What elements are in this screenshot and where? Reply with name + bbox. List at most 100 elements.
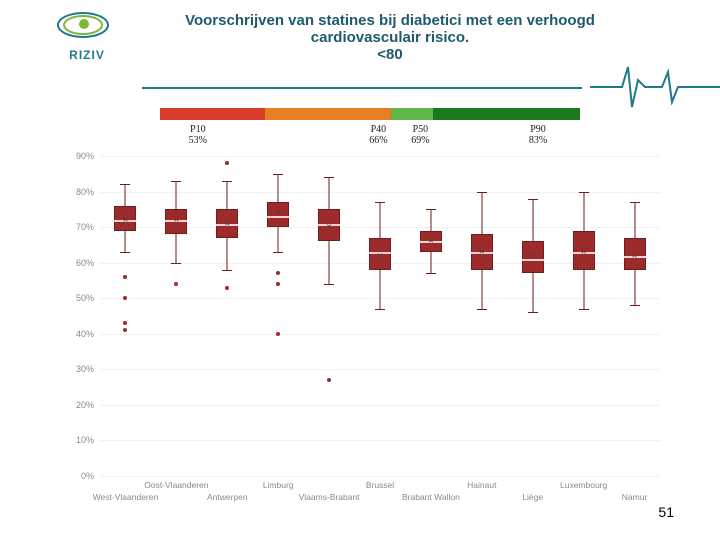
y-tick-label: 60%	[60, 258, 94, 268]
x-tick-label: Antwerpen	[207, 492, 248, 502]
x-tick-label: Vlaams-Brabant	[299, 492, 360, 502]
logo-mark-icon	[57, 12, 117, 44]
mean-marker: ×	[326, 222, 332, 233]
y-tick-label: 70%	[60, 222, 94, 232]
x-tick-label: Brussel	[366, 480, 394, 490]
whisker-cap	[273, 174, 283, 175]
y-tick-label: 50%	[60, 293, 94, 303]
whisker-cap	[171, 263, 181, 264]
legend-label: P1053%	[189, 124, 207, 146]
y-tick-label: 0%	[60, 471, 94, 481]
mean-marker: ×	[479, 247, 485, 258]
legend-segment	[160, 108, 265, 120]
outlier	[174, 282, 178, 286]
whisker-cap	[375, 202, 385, 203]
riziv-logo: RIZIV	[42, 12, 132, 82]
slide-title: Voorschrijven van statines bij diabetici…	[180, 12, 600, 63]
whisker-cap	[630, 202, 640, 203]
page-number: 51	[658, 504, 674, 520]
y-tick-label: 40%	[60, 329, 94, 339]
outlier	[225, 161, 229, 165]
outlier	[123, 296, 127, 300]
box-group: ×	[405, 156, 456, 476]
x-tick-label: Limburg	[263, 480, 294, 490]
whisker-cap	[222, 270, 232, 271]
whisker-cap	[324, 177, 334, 178]
legend-label: P5069%	[411, 124, 429, 146]
x-tick-label: Luxembourg	[560, 480, 607, 490]
box-group: ×	[100, 156, 151, 476]
outlier	[276, 332, 280, 336]
mean-marker: ×	[530, 250, 536, 261]
whisker-cap	[426, 209, 436, 210]
legend-segment	[265, 108, 391, 120]
whisker-cap	[528, 312, 538, 313]
box-group: ×	[151, 156, 202, 476]
outlier	[123, 275, 127, 279]
whisker-cap	[426, 273, 436, 274]
box-group: ×	[456, 156, 507, 476]
box-group: ×	[253, 156, 304, 476]
whisker-cap	[630, 305, 640, 306]
title-line-3: <80	[180, 46, 600, 63]
ecg-decoration-icon	[590, 62, 720, 112]
y-tick-label: 90%	[60, 151, 94, 161]
percentile-color-band	[160, 108, 580, 120]
mean-marker: ×	[173, 215, 179, 226]
x-tick-label: Liège	[522, 492, 543, 502]
mean-marker: ×	[377, 250, 383, 261]
whisker-cap	[375, 309, 385, 310]
whisker-cap	[477, 192, 487, 193]
mean-marker: ×	[632, 250, 638, 261]
logo-text: RIZIV	[69, 48, 105, 62]
box-group: ×	[202, 156, 253, 476]
legend-segment	[433, 108, 580, 120]
y-tick-label: 10%	[60, 435, 94, 445]
x-tick-label: Brabant Wallon	[402, 492, 460, 502]
title-line-2: cardiovasculair risico.	[180, 29, 600, 46]
whisker-cap	[120, 252, 130, 253]
mean-marker: ×	[428, 236, 434, 247]
whisker-cap	[171, 181, 181, 182]
mean-marker: ×	[224, 218, 230, 229]
whisker-cap	[120, 184, 130, 185]
whisker-cap	[528, 199, 538, 200]
x-axis-labels: West-VlaanderenOost-VlaanderenAntwerpenL…	[100, 478, 660, 512]
x-tick-label: West-Vlaanderen	[93, 492, 159, 502]
legend-label: P9083%	[529, 124, 547, 146]
mean-marker: ×	[275, 207, 281, 218]
title-line-1: Voorschrijven van statines bij diabetici…	[180, 12, 600, 29]
whisker-cap	[579, 192, 589, 193]
legend-segment	[391, 108, 433, 120]
x-tick-label: Namur	[622, 492, 648, 502]
whisker-cap	[477, 309, 487, 310]
y-tick-label: 20%	[60, 400, 94, 410]
outlier	[123, 321, 127, 325]
header-underline	[142, 87, 582, 89]
box-group: ×	[507, 156, 558, 476]
y-tick-label: 30%	[60, 364, 94, 374]
box-group: ×	[355, 156, 406, 476]
legend-label: P4066%	[369, 124, 387, 146]
whisker-cap	[579, 309, 589, 310]
whisker-cap	[222, 181, 232, 182]
outlier	[327, 378, 331, 382]
outlier	[225, 286, 229, 290]
box-group: ×	[304, 156, 355, 476]
x-tick-label: Hainaut	[467, 480, 496, 490]
x-tick-label: Oost-Vlaanderen	[144, 480, 208, 490]
mean-marker: ×	[122, 215, 128, 226]
whisker-cap	[273, 252, 283, 253]
box-group: ×	[558, 156, 609, 476]
outlier	[123, 328, 127, 332]
whisker-cap	[324, 284, 334, 285]
outlier	[276, 282, 280, 286]
plot-area: × × × × × × × × × × ×	[100, 156, 660, 476]
mean-marker: ×	[581, 247, 587, 258]
gridline	[100, 476, 660, 477]
header: RIZIV Voorschrijven van statines bij dia…	[0, 0, 720, 95]
box-group: ×	[609, 156, 660, 476]
y-tick-label: 80%	[60, 187, 94, 197]
outlier	[276, 271, 280, 275]
boxplot-chart: × × × × × × × × × × × West-Vlaanderen Oost-Vlaander…	[60, 156, 670, 516]
